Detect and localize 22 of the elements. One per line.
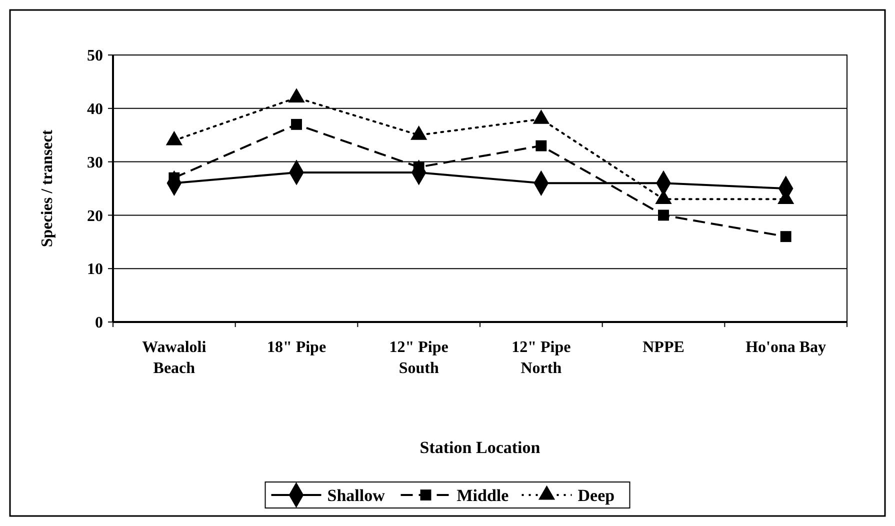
point — [288, 88, 305, 103]
y-tick-label: 40 — [87, 101, 103, 118]
legend-label: Shallow — [327, 486, 386, 505]
x-tick-label: Ho'ona Bay — [746, 339, 826, 356]
y-tick-label: 50 — [87, 48, 103, 65]
point — [291, 118, 302, 130]
point — [536, 140, 547, 152]
x-tick-label: 12" Pipe South — [389, 339, 448, 377]
legend-label: Middle — [456, 486, 510, 505]
x-tick-label: 18" Pipe — [266, 339, 326, 356]
x-axis-title: Station Location — [420, 438, 541, 457]
legend-label: Deep — [578, 486, 615, 505]
x-tick-label: 12" Pipe North — [512, 339, 571, 377]
y-tick-label: 20 — [87, 208, 103, 225]
y-axis-title: Species / transect — [39, 129, 56, 248]
y-tick-label: 10 — [87, 261, 103, 278]
point — [780, 231, 792, 242]
y-tick-label: 30 — [87, 154, 103, 172]
x-tick-label: Wawaloli Beach — [142, 339, 207, 377]
point — [658, 210, 669, 221]
x-tick-label: NPPE — [642, 339, 684, 356]
y-tick-label: 0 — [95, 314, 103, 332]
